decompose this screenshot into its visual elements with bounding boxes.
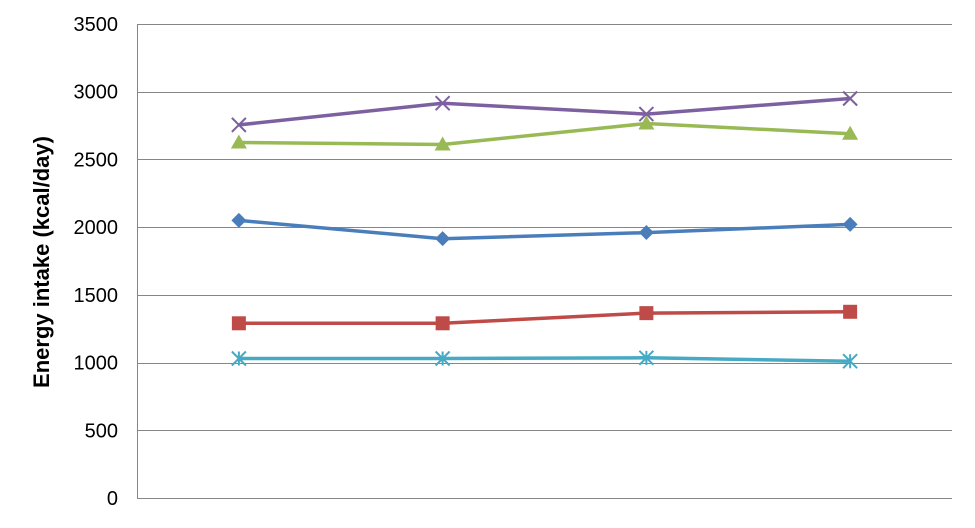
y-tick-labels: 0 500 1000 1500 2000 2500 3000 3500 bbox=[74, 14, 119, 510]
series-line bbox=[238, 96, 851, 127]
data-point-x-marker bbox=[434, 95, 451, 111]
y-axis-title: Energy intake (kcal/day) bbox=[29, 136, 54, 388]
data-point-star-marker bbox=[842, 353, 858, 369]
data-point-star-marker bbox=[638, 350, 655, 366]
data-point-triangle-marker bbox=[230, 134, 247, 149]
data-point-star-marker bbox=[434, 350, 451, 367]
series-line bbox=[238, 310, 851, 326]
data-point-x-marker bbox=[231, 117, 247, 133]
axes bbox=[137, 24, 952, 499]
data-point-square-marker bbox=[843, 304, 858, 319]
series-lines bbox=[230, 90, 859, 369]
data-point-x-marker bbox=[638, 106, 655, 122]
series-5 bbox=[231, 350, 858, 369]
data-point-triangle-marker bbox=[842, 125, 859, 140]
y-tick-label: 0 bbox=[107, 488, 118, 510]
data-point-triangle-marker bbox=[638, 115, 655, 130]
data-point-diamond-marker bbox=[842, 216, 858, 232]
series-1 bbox=[231, 212, 858, 247]
y-tick-label: 1500 bbox=[74, 285, 119, 307]
series-4 bbox=[231, 90, 858, 133]
y-tick-label: 2500 bbox=[74, 149, 119, 171]
data-point-diamond-marker bbox=[638, 225, 654, 241]
series-line bbox=[238, 356, 851, 363]
data-point-diamond-marker bbox=[435, 231, 451, 247]
y-tick-label: 3500 bbox=[74, 14, 119, 36]
y-tick-label: 3000 bbox=[74, 82, 119, 104]
data-point-square-marker bbox=[435, 316, 450, 331]
data-point-triangle-marker bbox=[434, 136, 451, 151]
series-2 bbox=[231, 304, 858, 331]
series-line bbox=[238, 218, 851, 241]
series-line bbox=[238, 121, 851, 147]
y-tick-label: 1000 bbox=[74, 353, 119, 375]
y-tick-label: 2000 bbox=[74, 217, 119, 239]
data-point-diamond-marker bbox=[231, 212, 247, 228]
series-3 bbox=[230, 115, 859, 151]
data-point-x-marker bbox=[842, 90, 858, 107]
grid-lines bbox=[137, 24, 952, 431]
data-point-star-marker bbox=[231, 350, 247, 367]
y-tick-label: 500 bbox=[85, 420, 118, 442]
data-point-square-marker bbox=[639, 306, 654, 321]
data-point-square-marker bbox=[231, 316, 246, 331]
